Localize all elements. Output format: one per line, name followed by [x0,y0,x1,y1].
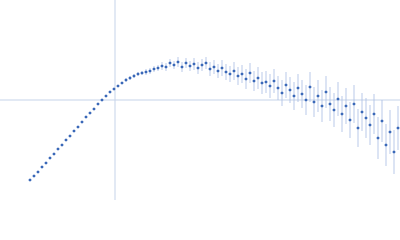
data-point [240,72,244,76]
data-point [292,94,296,98]
data-point [372,112,376,116]
data-point [312,100,316,104]
data-point [344,104,348,108]
data-point [128,76,132,80]
chart [0,0,400,200]
data-point [52,152,56,156]
data-point [96,102,100,106]
data-point [184,61,188,65]
data-point [308,85,312,89]
data-point [68,134,72,138]
data-point [28,178,32,182]
data-point [72,129,76,133]
data-point [116,84,120,88]
data-point [260,81,264,85]
data-point [92,107,96,111]
data-point [352,102,356,106]
data-point [100,98,104,102]
data-point [200,63,204,67]
data-point [112,87,116,91]
data-point [228,72,232,76]
data-point [324,90,328,94]
data-point [284,83,288,87]
data-point [108,90,112,94]
data-point [44,161,48,165]
data-point [376,136,380,140]
data-point [88,111,92,115]
data-point [388,130,392,134]
data-point [180,65,184,69]
data-point [396,126,400,130]
data-point [384,143,388,147]
data-point [188,64,192,68]
data-point [144,70,148,74]
data-point [160,64,164,68]
data-point [56,147,60,151]
data-point [164,65,168,69]
data-point [320,104,324,108]
data-point [136,72,140,76]
data-point [140,71,144,75]
data-point [360,110,364,114]
data-point [84,115,88,119]
data-point [380,119,384,123]
data-point [172,63,176,67]
data-point [328,102,332,106]
data-point [80,120,84,124]
data-point [216,69,220,73]
data-point [236,74,240,78]
data-point [248,71,252,75]
data-point [204,61,208,65]
data-point [120,81,124,85]
data-point [124,78,128,82]
data-point [48,156,52,160]
data-point [268,84,272,88]
data-point [176,60,180,64]
data-point [104,94,108,98]
data-point [60,143,64,147]
data-point [224,70,228,74]
data-point [364,116,368,120]
data-point [192,62,196,66]
data-point [356,126,360,130]
data-point [252,79,256,83]
data-point [300,92,304,96]
data-point [64,138,68,142]
data-point [132,74,136,78]
data-point [392,150,396,154]
data-point [316,94,320,98]
data-point [168,61,172,65]
data-point [280,91,284,95]
data-point [36,170,40,174]
data-point [40,165,44,169]
data-point [256,76,260,80]
data-point [296,86,300,90]
data-point [348,118,352,122]
data-point [220,66,224,70]
data-point [232,69,236,73]
data-point [148,69,152,73]
data-point [276,86,280,90]
data-point [32,174,36,178]
data-point [332,108,336,112]
data-point [208,67,212,71]
data-point [368,123,372,127]
data-point [212,65,216,69]
data-point [152,67,156,71]
data-point [196,66,200,70]
data-point [304,98,308,102]
data-point [336,97,340,101]
data-point [244,77,248,81]
data-point [264,80,268,84]
data-point [288,88,292,92]
data-point [340,112,344,116]
data-point [272,79,276,83]
data-point [76,125,80,129]
data-point [156,66,160,70]
